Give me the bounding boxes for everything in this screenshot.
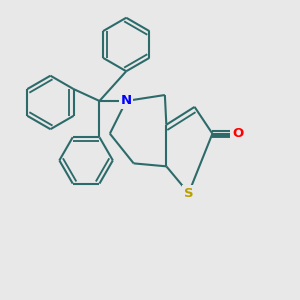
- Text: N: N: [121, 94, 132, 107]
- Text: O: O: [232, 127, 243, 140]
- Text: S: S: [184, 187, 194, 200]
